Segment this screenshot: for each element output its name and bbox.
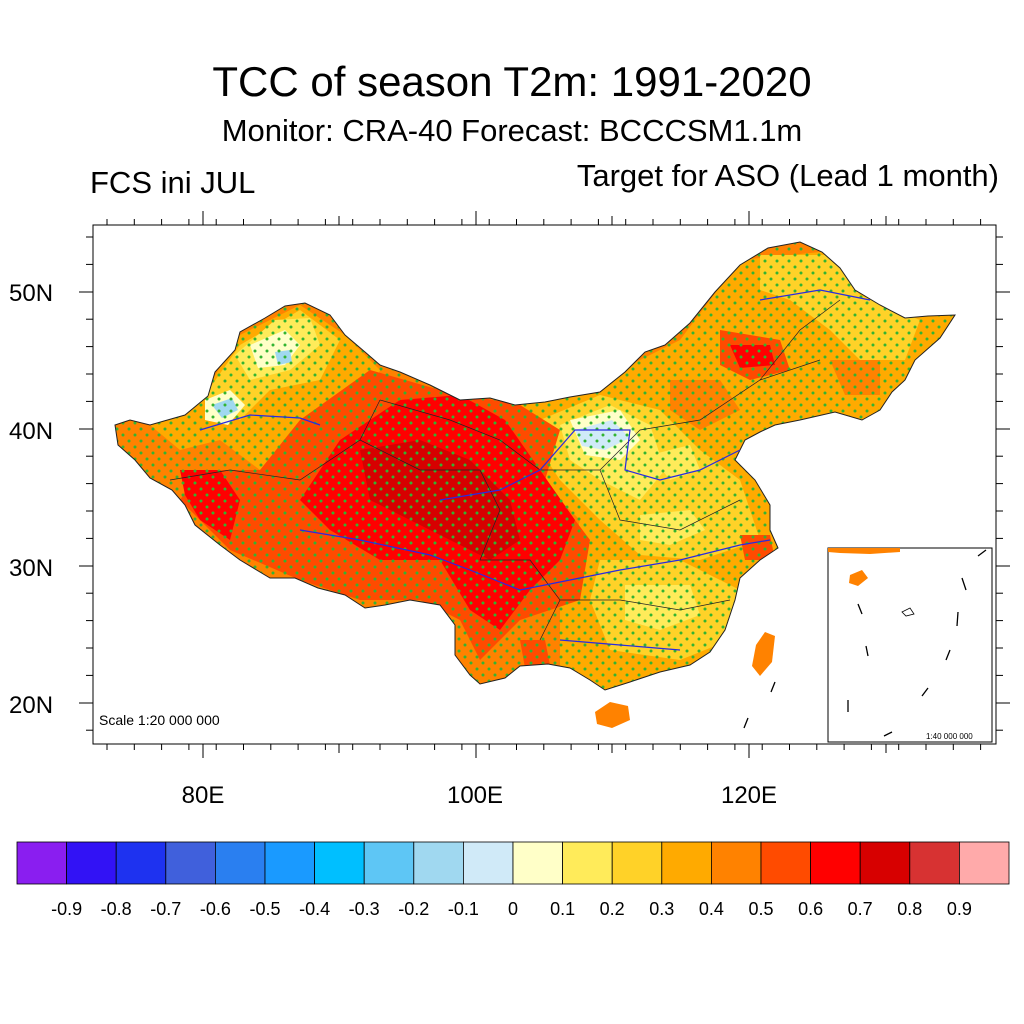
boundary-central [599, 469, 741, 531]
dash-2 [961, 577, 967, 591]
colorbar-label: 0.9 [947, 899, 972, 919]
lat-label-30n: 30N [9, 555, 53, 582]
colorbar [16, 841, 1010, 885]
dash-6 [883, 731, 893, 737]
pearl-river [559, 639, 681, 651]
lon-label-80e: 80E [182, 782, 225, 809]
lat-label-50n: 50N [9, 280, 53, 307]
colorbar-label: 0.5 [748, 899, 773, 919]
inset-islands [901, 607, 915, 617]
lat-label-20n: 20N [9, 692, 53, 719]
tarim-river [199, 414, 321, 431]
dash-1 [977, 549, 987, 557]
dash-8 [857, 603, 863, 615]
colorbar-label: 0.4 [699, 899, 724, 919]
colorbar-box-3 [165, 841, 216, 885]
inset-scale-label: 1:40 000 000 [926, 732, 973, 741]
colorbar-label: -0.2 [398, 899, 429, 919]
scale-label: Scale 1:20 000 000 [99, 712, 220, 728]
boundary-sichuan [480, 559, 561, 641]
colorbar-label: -0.3 [349, 899, 380, 919]
colorbar-box-16 [810, 841, 861, 885]
main-dash-2 [770, 681, 776, 693]
colorbar-box-7 [363, 841, 415, 885]
inset-frame [827, 547, 993, 743]
colorbar-box-1 [66, 841, 117, 885]
taiwan-island [752, 632, 775, 676]
lat-label-40n: 40N [9, 418, 53, 445]
colorbar-labels: -0.9 -0.8 -0.7 -0.6 -0.5 -0.4 -0.3 -0.2 -0.1 0 0.1… [51, 899, 972, 919]
colorbar-label: 0.8 [897, 899, 922, 919]
yangtze-river [299, 529, 771, 591]
figure-subtitle: Monitor: CRA-40 Forecast: BCCCSM1.1m [221, 113, 803, 148]
colorbar-box-9 [462, 841, 514, 885]
main-map-dashes [743, 681, 776, 729]
colorbar-label: 0.3 [649, 899, 674, 919]
lon-label-120e: 120E [721, 782, 777, 809]
colorbar-box-10 [512, 841, 563, 885]
colorbar-box-14 [711, 841, 762, 885]
colorbar-box-13 [661, 841, 712, 885]
rivers [199, 289, 871, 651]
province-boundaries [169, 299, 841, 641]
colorbar-box-12 [611, 841, 663, 885]
colorbar-box-15 [760, 841, 811, 885]
colorbar-box-18 [909, 841, 960, 885]
inset-hainan [849, 570, 868, 586]
inset-coast [828, 548, 900, 554]
lon-label-100e: 100E [447, 782, 503, 809]
boundary-tibet-qinghai [359, 439, 501, 561]
dash-5 [921, 687, 929, 697]
colorbar-label: -0.5 [249, 899, 280, 919]
colorbar-box-0 [16, 841, 67, 885]
colorbar-label: 0.2 [600, 899, 625, 919]
boundary-qinghai-gansu [379, 399, 541, 471]
amur-river [759, 289, 871, 301]
colorbar-label: -0.7 [150, 899, 181, 919]
dash-4 [945, 649, 951, 661]
colorbar-label: -0.6 [200, 899, 231, 919]
axis-ticks [79, 211, 1010, 758]
colorbar-label: -0.8 [101, 899, 132, 919]
dash-9 [865, 645, 869, 657]
colorbar-label: -0.1 [448, 899, 479, 919]
colorbar-box-5 [264, 841, 315, 885]
figure-title: TCC of season T2m: 1991-2020 [212, 58, 812, 105]
dash-3 [956, 611, 959, 627]
colorbar-box-19 [959, 841, 1010, 885]
hainan-island [595, 702, 630, 728]
colorbar-box-11 [562, 841, 613, 885]
china-outline [114, 241, 956, 691]
nine-dash-line [847, 549, 987, 737]
colorbar-label: 0.6 [798, 899, 823, 919]
colorbar-label: 0.1 [550, 899, 575, 919]
colorbar-label: -0.4 [299, 899, 330, 919]
main-dash-1 [743, 717, 749, 729]
colorbar-box-8 [413, 841, 464, 885]
colorbar-label: -0.9 [51, 899, 82, 919]
yellow-river [439, 429, 741, 501]
boundary-northeast [759, 299, 841, 381]
boundary-inner-mongolia [540, 359, 821, 471]
left-label: FCS ini JUL [90, 165, 256, 200]
colorbar-label: 0.7 [848, 899, 873, 919]
colorbar-box-4 [214, 841, 266, 885]
colorbar-box-6 [314, 841, 365, 885]
colorbar-label: 0 [508, 899, 518, 919]
south-china-sea-inset: 1:40 000 000 [827, 547, 993, 743]
boundary-xinjiang [169, 399, 381, 481]
right-label: Target for ASO (Lead 1 month) [576, 158, 999, 193]
colorbar-box-17 [859, 841, 911, 885]
colorbar-box-2 [115, 841, 167, 885]
boundary-south [560, 599, 731, 611]
